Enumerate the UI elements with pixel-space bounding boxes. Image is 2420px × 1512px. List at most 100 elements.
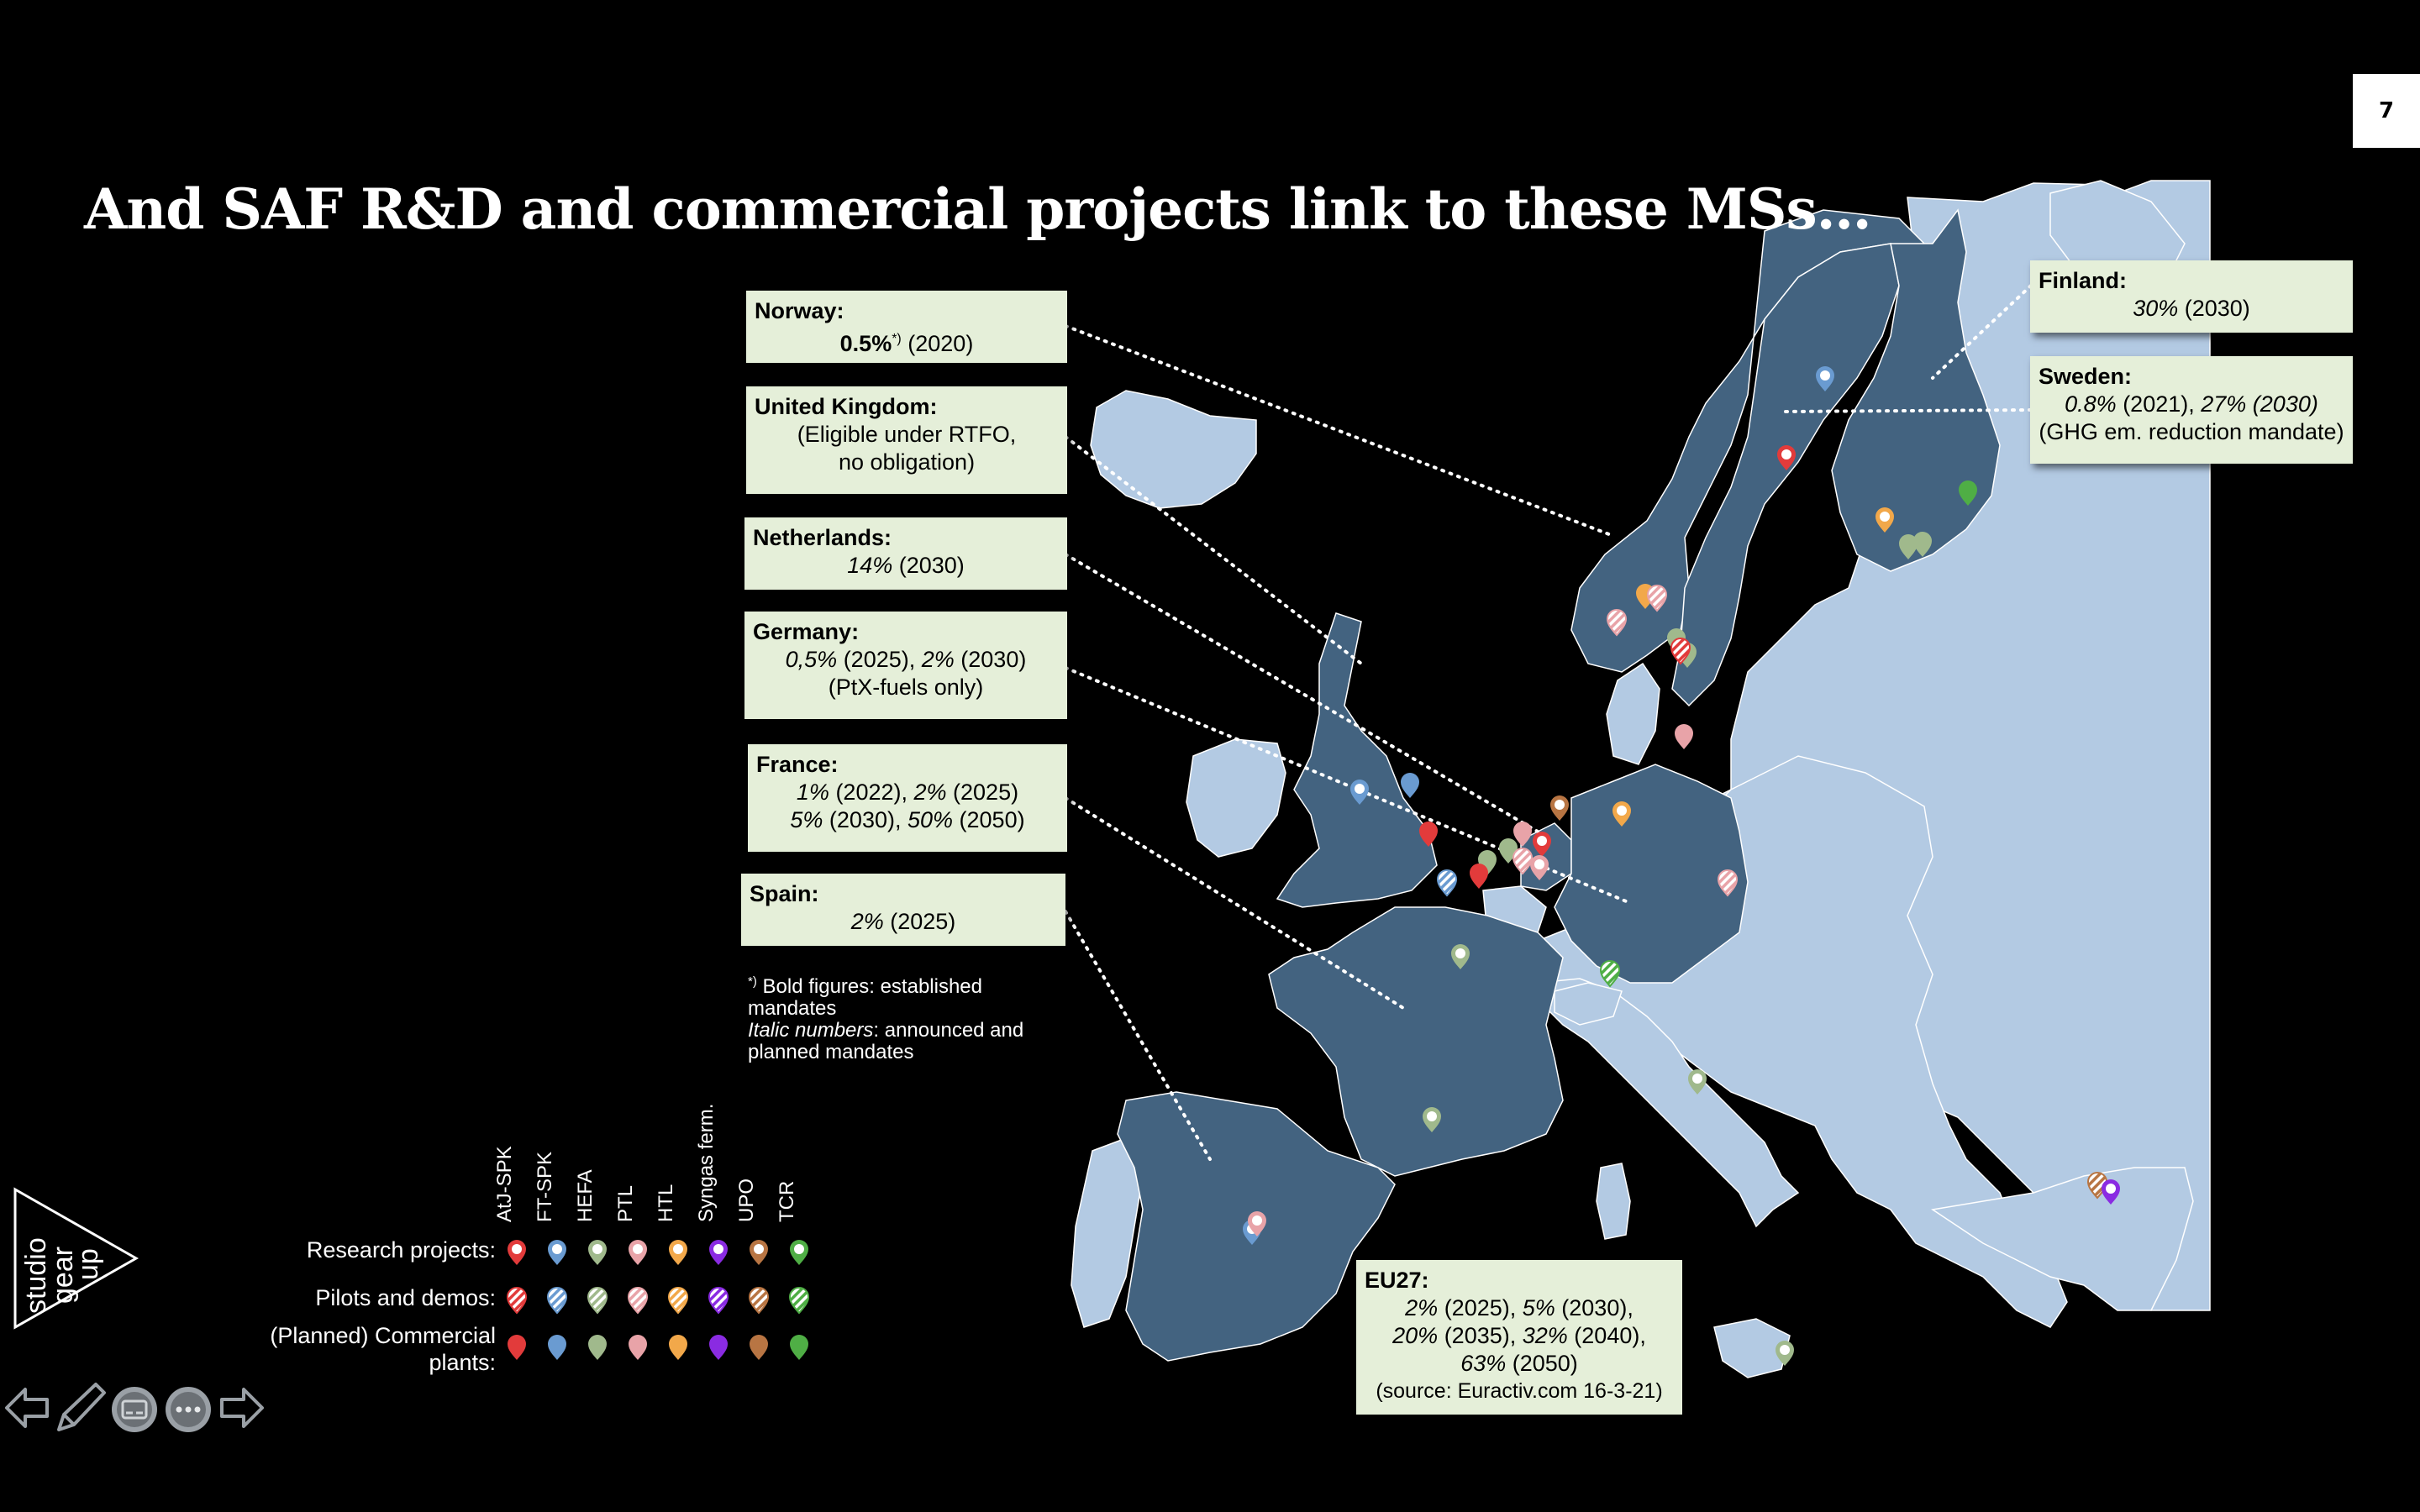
legend-marker bbox=[709, 1335, 728, 1360]
legend-marker bbox=[788, 1287, 810, 1315]
legend-marker bbox=[667, 1287, 689, 1315]
map-pin bbox=[1599, 960, 1621, 988]
legend-row-research: Research projects: bbox=[306, 1237, 496, 1263]
eu27-source: (source: Euractiv.com 16-3-21) bbox=[1376, 1379, 1663, 1403]
pen-icon[interactable] bbox=[57, 1383, 106, 1431]
eu27-name: EU27 bbox=[1365, 1268, 1422, 1293]
legend-row-commercial: (Planned) Commercial plants: bbox=[270, 1323, 496, 1375]
legend-marker bbox=[629, 1240, 647, 1265]
footnote: *) Bold figures: established mandates It… bbox=[748, 974, 1024, 1063]
spain-name: Spain bbox=[750, 881, 812, 906]
sweden-note: (GHG em. reduction mandate) bbox=[2039, 419, 2344, 444]
project-pins bbox=[1243, 366, 2120, 1366]
map-pin bbox=[1436, 869, 1458, 897]
logo-line3: up bbox=[72, 1248, 104, 1280]
map-pin bbox=[1776, 1341, 1794, 1366]
back-arrow-icon[interactable] bbox=[5, 1388, 49, 1428]
legend-marker bbox=[790, 1240, 808, 1265]
map-pin bbox=[1423, 1107, 1441, 1132]
connector-lines bbox=[1064, 284, 2033, 1161]
norway-year: (2020) bbox=[901, 331, 974, 356]
legend-marker bbox=[750, 1335, 768, 1360]
map-pin bbox=[1513, 822, 1532, 847]
connector-sweden bbox=[1780, 408, 2033, 413]
connector-spain bbox=[1064, 910, 1212, 1161]
ireland bbox=[1186, 738, 1286, 858]
legend-marker bbox=[587, 1287, 608, 1315]
connector-netherlands bbox=[1064, 553, 1539, 833]
uk-name: United Kingdom bbox=[755, 394, 930, 419]
more-icon[interactable] bbox=[166, 1387, 211, 1432]
callout-uk: United Kingdom: (Eligible under RTFO, no … bbox=[746, 386, 1067, 494]
finland-name: Finland bbox=[2039, 268, 2119, 293]
callout-spain: Spain: 2% (2025) bbox=[741, 874, 1065, 946]
map-pin bbox=[1550, 795, 1569, 821]
italy bbox=[1536, 978, 1800, 1228]
map-pin bbox=[2102, 1179, 2120, 1205]
callout-sweden: Sweden: 0.8% (2021), 27% (2030) (GHG em.… bbox=[2030, 356, 2353, 464]
map-pin bbox=[1350, 780, 1369, 805]
captions-icon[interactable] bbox=[112, 1387, 157, 1432]
forward-arrow-icon[interactable] bbox=[220, 1388, 264, 1428]
germany bbox=[1554, 764, 1749, 984]
legend-marker bbox=[588, 1240, 607, 1265]
netherlands-year: (2030) bbox=[892, 553, 965, 578]
map-pin bbox=[1533, 832, 1551, 857]
logo-line2: gear bbox=[47, 1247, 79, 1304]
callout-germany: Germany: 0,5% (2025), 2% (2030) (PtX-fue… bbox=[744, 612, 1067, 719]
connector-germany bbox=[1064, 666, 1632, 905]
callout-netherlands: Netherlands: 14% (2030) bbox=[744, 517, 1067, 590]
studio-gear-up-logo: studio gear up bbox=[13, 1187, 139, 1330]
map-pin bbox=[1717, 869, 1739, 897]
legend-marker bbox=[669, 1335, 687, 1360]
map-pin bbox=[1688, 1069, 1707, 1095]
logo-line1: studio bbox=[20, 1237, 52, 1314]
netherlands-value: 14% bbox=[847, 553, 893, 578]
map-pin bbox=[1777, 445, 1796, 470]
legend-marker bbox=[627, 1287, 649, 1315]
germany-name: Germany bbox=[753, 619, 852, 644]
netherlands-name: Netherlands bbox=[753, 525, 885, 550]
map-pin bbox=[1470, 864, 1488, 889]
nav-bar bbox=[5, 1383, 264, 1432]
united-kingdom bbox=[1276, 612, 1438, 908]
germany-note: (PtX-fuels only) bbox=[828, 675, 984, 700]
map-pin bbox=[1512, 848, 1534, 875]
legend-marker bbox=[588, 1335, 607, 1360]
map-pin bbox=[1816, 366, 1834, 391]
page-number: 7 bbox=[2353, 74, 2420, 148]
legend-marker bbox=[750, 1240, 768, 1265]
callout-finland: Finland: 30% (2030) bbox=[2030, 260, 2353, 333]
connector-norway bbox=[1064, 324, 1615, 538]
switzerland bbox=[1554, 982, 1623, 1026]
legend-marker bbox=[709, 1240, 728, 1265]
map-pin bbox=[1899, 534, 1918, 559]
map-pin bbox=[1419, 822, 1438, 847]
legend-marker bbox=[548, 1240, 566, 1265]
legend-marker bbox=[548, 1335, 566, 1360]
sweden-name: Sweden bbox=[2039, 364, 2125, 389]
callout-france: France: 1% (2022), 2% (2025) 5% (2030), … bbox=[748, 744, 1067, 852]
legend-marker bbox=[629, 1335, 647, 1360]
callout-norway: Norway: 0.5%*) (2020) bbox=[746, 291, 1067, 363]
legend-marker bbox=[546, 1287, 568, 1315]
greece bbox=[1931, 1167, 2194, 1311]
legend-marker bbox=[508, 1240, 526, 1265]
legend-marker bbox=[748, 1287, 770, 1315]
norway-sup: *) bbox=[892, 332, 902, 346]
map-pin bbox=[1675, 724, 1693, 749]
map-pin bbox=[1670, 638, 1691, 665]
legend-marker bbox=[506, 1287, 528, 1315]
map-pin bbox=[1606, 609, 1628, 637]
legend-marker bbox=[790, 1335, 808, 1360]
map-pin bbox=[1248, 1211, 1266, 1236]
legend-row-pilots: Pilots and demos: bbox=[315, 1285, 496, 1310]
norway-value: 0.5% bbox=[839, 331, 892, 356]
sardinia bbox=[1596, 1163, 1631, 1240]
map-pin bbox=[1913, 532, 1932, 557]
france bbox=[1268, 906, 1564, 1177]
map-pin bbox=[1401, 773, 1419, 798]
slide-title: And SAF R&D and commercial projects link… bbox=[84, 176, 1872, 242]
norway-name: Norway bbox=[755, 298, 837, 323]
legend-marker bbox=[508, 1335, 526, 1360]
